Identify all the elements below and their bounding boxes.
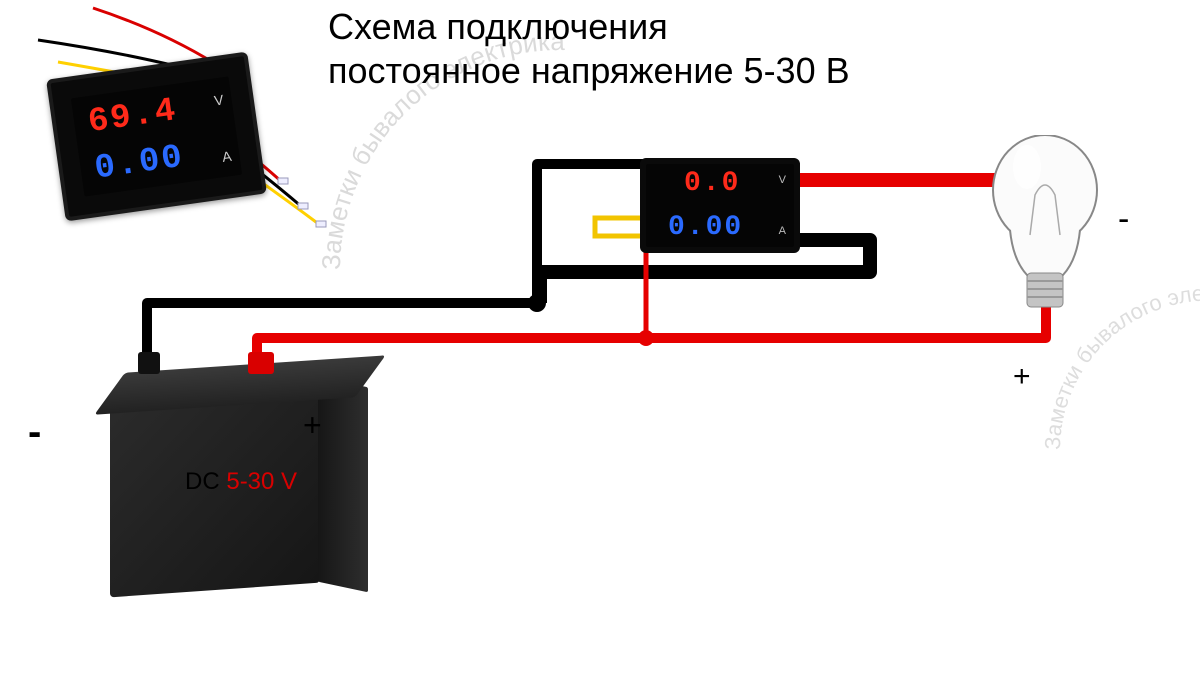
battery-voltage-label: DC 5-30 V bbox=[185, 468, 297, 496]
connector2 bbox=[298, 203, 308, 209]
meter-photo-volts: 69.4 bbox=[86, 92, 180, 142]
battery-range: 5-30 V bbox=[226, 468, 297, 495]
battery-pos-label: + bbox=[303, 407, 322, 444]
battery-terminal-pos bbox=[248, 352, 274, 374]
connector1 bbox=[278, 178, 288, 184]
battery-neg-label: - bbox=[28, 410, 41, 455]
photo-wire-red1 bbox=[93, 8, 214, 63]
battery-dc: DC bbox=[185, 468, 226, 495]
meter-photo-v-unit: V bbox=[213, 91, 224, 108]
meter-diagram-volts: 0.0 bbox=[684, 168, 740, 199]
battery-terminal-neg bbox=[138, 352, 160, 374]
meter-photo-a-unit: A bbox=[221, 148, 232, 165]
meter-photo: 69.4 V 0.00 A bbox=[46, 52, 267, 222]
junction-red bbox=[638, 330, 654, 346]
wire-red-main bbox=[257, 300, 1046, 360]
wire-red-sense bbox=[646, 248, 660, 338]
bulb-neg-label: - bbox=[1118, 200, 1129, 239]
connector3 bbox=[316, 221, 326, 227]
bulb-pos-label: + bbox=[1013, 360, 1031, 394]
meter-diagram: 0.0 V 0.00 A bbox=[640, 158, 800, 253]
title-line2: постоянное напряжение 5-30 В bbox=[328, 50, 850, 92]
meter-photo-amps: 0.00 bbox=[92, 139, 186, 189]
meter-diagram-amps: 0.00 bbox=[668, 212, 743, 243]
light-bulb bbox=[985, 135, 1105, 325]
meter-diagram-v-unit: V bbox=[779, 174, 786, 186]
meter-diagram-a-unit: A bbox=[779, 225, 786, 237]
title-line1: Схема подключения bbox=[328, 6, 668, 48]
